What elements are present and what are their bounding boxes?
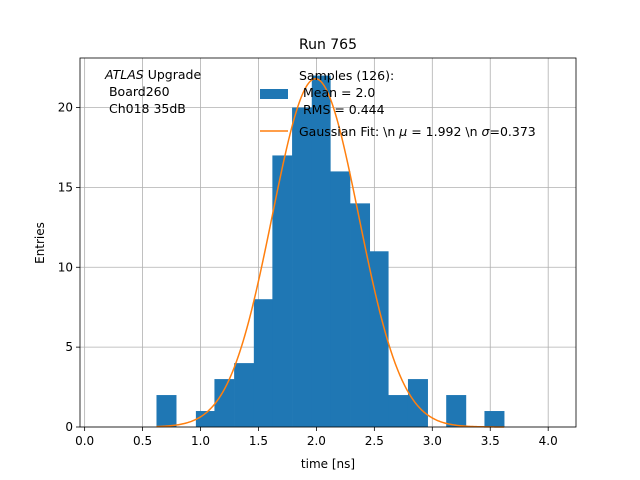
histogram-bar <box>234 363 255 427</box>
y-axis-label: Entries <box>33 222 47 264</box>
legend-histogram-rms: RMS = 0.444 <box>299 102 385 117</box>
y-tick-label: 5 <box>65 340 73 354</box>
x-tick-label: 2.5 <box>365 434 384 448</box>
legend-fit-sigma: σ <box>482 124 491 139</box>
annotation-upgrade: Upgrade <box>144 67 202 82</box>
histogram-bar <box>272 155 293 427</box>
x-axis-label: time [ns] <box>301 457 355 471</box>
y-tick-label: 15 <box>58 180 73 194</box>
histogram-bar <box>407 379 428 427</box>
legend-fit-prefix: Gaussian Fit: \n <box>299 124 399 139</box>
legend-histogram-swatch <box>260 89 288 99</box>
y-tick-label: 10 <box>58 260 73 274</box>
plot-frame <box>79 57 577 428</box>
histogram-bar <box>388 395 409 427</box>
legend-fit-mu: μ <box>398 124 407 139</box>
histogram-bar <box>292 107 313 428</box>
histogram-bars <box>156 75 505 428</box>
histogram-bar <box>369 251 389 427</box>
x-tick-label: 0.5 <box>133 434 152 448</box>
annotation-channel: Ch018 35dB <box>105 101 186 116</box>
histogram-bar <box>311 75 331 428</box>
legend-fit-text: Gaussian Fit: \n μ = 1.992 \n σ=0.373 <box>299 124 536 139</box>
y-tick-label: 20 <box>58 101 73 115</box>
legend-histogram-mean: Mean = 2.0 <box>299 85 375 100</box>
x-tick-label: 3.5 <box>481 434 500 448</box>
x-tick-label: 4.0 <box>539 434 558 448</box>
chart-title: Run 765 <box>299 37 357 53</box>
histogram-bar <box>446 395 467 427</box>
legend-fit-suffix: =0.373 <box>489 124 535 139</box>
histogram-bar <box>195 411 215 427</box>
histogram-bar <box>156 395 177 427</box>
annotation-experiment: ATLAS Upgrade <box>104 67 201 82</box>
gaussian-fit-curve <box>156 78 505 428</box>
legend: Samples (126): Mean = 2.0 RMS = 0.444 Ga… <box>260 68 536 139</box>
legend-fit-mid: = 1.992 \n <box>407 124 481 139</box>
axis-ticks: 0.0 0.5 1.0 1.5 2.0 2.5 3.0 3.5 4.0 0 5 10 15 20 <box>58 101 558 448</box>
y-tick-label: 0 <box>65 420 73 434</box>
legend-histogram-title: Samples (126): <box>299 68 394 83</box>
histogram-bar <box>330 171 351 427</box>
x-tick-label: 0.0 <box>75 434 94 448</box>
x-tick-label: 2.0 <box>307 434 326 448</box>
x-tick-label: 3.0 <box>423 434 442 448</box>
x-tick-label: 1.0 <box>191 434 210 448</box>
annotation-atlas: ATLAS <box>104 67 144 82</box>
histogram-bar <box>350 203 371 427</box>
annotation-board: Board260 <box>105 84 170 99</box>
histogram-bar <box>214 379 235 427</box>
x-tick-label: 1.5 <box>249 434 268 448</box>
histogram-bar <box>484 411 505 427</box>
histogram-bar <box>253 299 273 427</box>
